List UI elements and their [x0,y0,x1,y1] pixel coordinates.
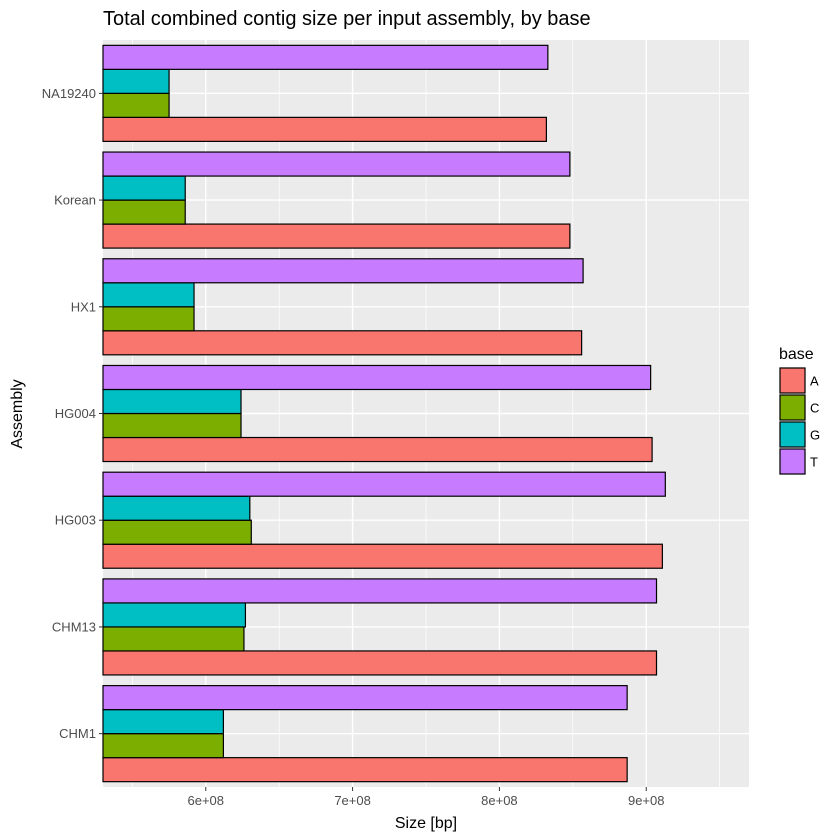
bar-hg003-a [102,543,663,569]
bar-hx1-c [102,306,195,332]
bar-korean-t [102,151,571,177]
bar-hg004-a [102,436,653,463]
x-tick-label: 6e+08 [188,793,225,808]
bar-hg003-c [102,519,252,545]
x-tick-label: 8e+08 [481,793,518,808]
bar-chm13-a [102,650,658,676]
bar-korean-g [102,175,186,201]
bar-hg004-c [102,412,242,439]
bar-hg003-t [102,471,666,497]
y-axis-title: Assembly [9,379,26,448]
bar-hg004-t [102,364,652,391]
bar-chm13-t [102,578,658,604]
legend-key-t [779,448,806,475]
bar-hx1-t [102,258,584,284]
legend-key-a [779,367,806,394]
bar-hx1-a [102,330,583,356]
bar-hg004-g [102,388,242,415]
y-tick-label: NA19240 [42,86,96,101]
legend-key-c [779,394,806,421]
bar-hx1-g [102,282,195,308]
bar-chm1-c [102,733,224,759]
legend-key-g [779,421,806,448]
bar-chm1-g [102,709,224,735]
chart-title: Total combined contig size per input ass… [103,8,591,30]
bar-na19240-a [102,116,547,142]
legend-label-c: C [810,401,819,416]
legend-title: base [779,346,814,363]
bar-chm13-g [102,602,247,628]
bar-chm1-a [102,757,628,783]
bar-chm1-t [102,685,628,711]
y-tick-label: CHM1 [59,726,96,741]
axes: CHM1 CHM13 HG003 HG004 HX1 Korean NA19240 6e+08… [42,86,665,808]
x-tick-label: 9e+08 [628,793,665,808]
bar-korean-a [102,223,571,249]
y-tick-label: HG003 [55,513,96,528]
bar-na19240-t [102,44,549,70]
bar-chm13-c [102,626,245,652]
legend-label-t: T [810,455,818,470]
y-tick-label: CHM13 [52,619,96,634]
x-tick-label: 7e+08 [334,793,371,808]
bar-na19240-c [102,92,170,118]
bar-na19240-g [102,68,170,94]
y-tick-label: HX1 [71,299,96,314]
x-axis-title: Size [bp] [395,815,457,832]
bar-hg003-g [102,495,251,521]
bar-korean-c [102,199,186,225]
legend-label-a: A [810,374,819,389]
y-tick-label: HG004 [55,406,96,421]
bars [102,44,666,783]
legend-label-g: G [810,428,820,443]
y-tick-label: Korean [54,193,96,208]
